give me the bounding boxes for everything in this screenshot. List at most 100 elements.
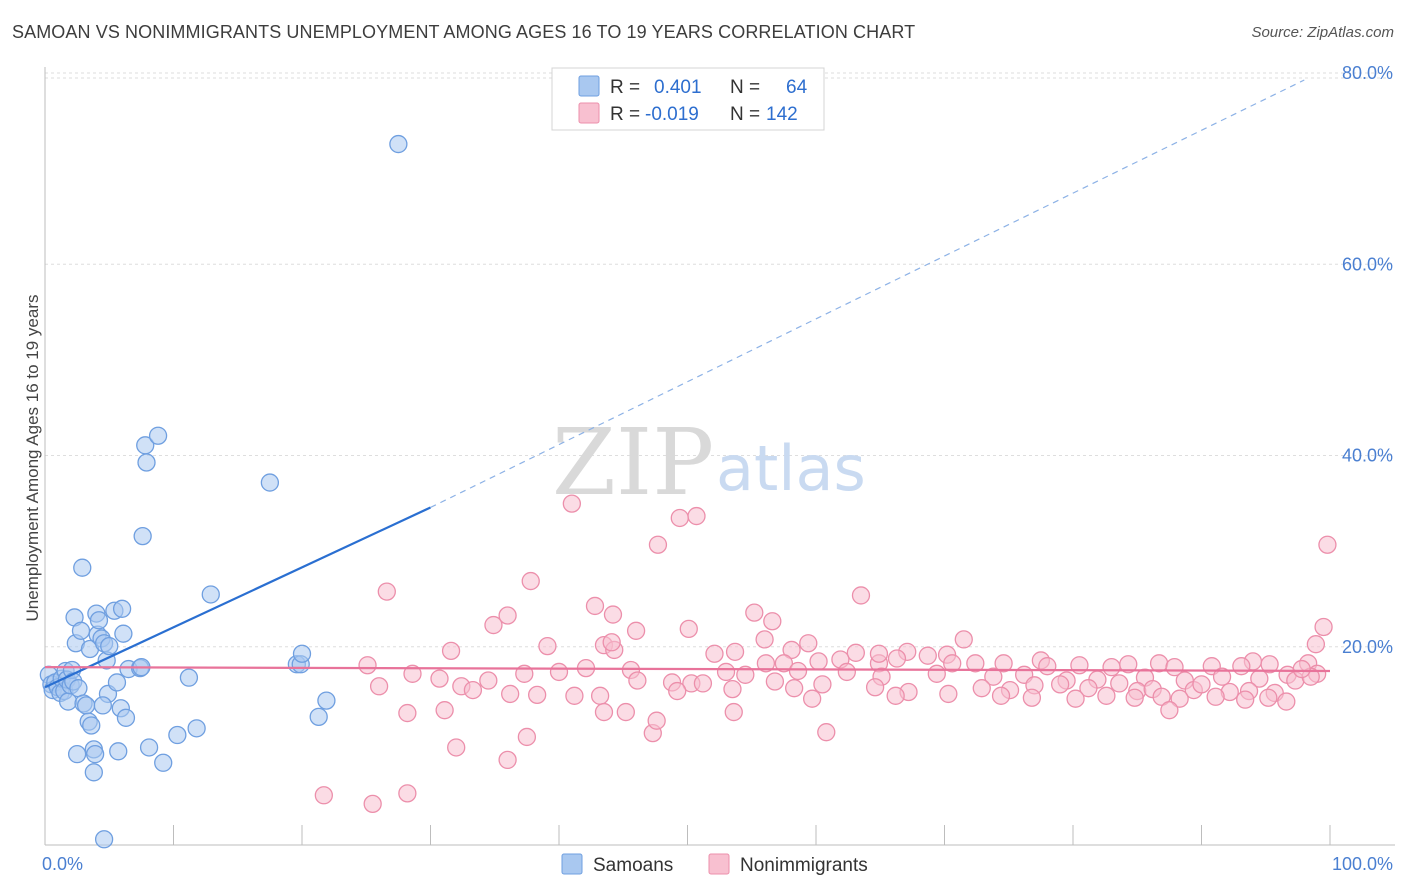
nonimmigrants-point xyxy=(528,685,547,705)
samoans-point xyxy=(317,691,336,710)
nonimmigrants-point xyxy=(1102,657,1121,677)
nonimmigrants-point xyxy=(723,679,742,699)
nonimmigrants-point xyxy=(809,652,828,671)
samoans-point xyxy=(137,453,156,472)
nonimmigrants-point xyxy=(1212,667,1232,686)
samoans-point xyxy=(112,599,132,618)
nonimmigrants-point xyxy=(538,636,557,656)
nonimmigrants-point xyxy=(562,494,581,513)
nonimmigrants-point xyxy=(972,679,991,698)
bottom-legend-swatch-samoans xyxy=(561,853,583,875)
y-tick-label: 20.0% xyxy=(1342,637,1393,657)
nonimmigrants-point xyxy=(918,646,937,665)
watermark: ZIP atlas xyxy=(552,409,866,516)
nonimmigrants-point xyxy=(755,630,774,649)
nonimmigrants-point xyxy=(966,654,985,673)
axes: 20.0% 40.0% 60.0% 80.0% 0.0% 100.0% xyxy=(42,63,1395,874)
nonimmigrants-point xyxy=(1236,690,1255,709)
y-tick-label: 60.0% xyxy=(1342,254,1393,274)
nonimmigrants-point xyxy=(430,669,449,688)
nonimmigrants-point xyxy=(1038,657,1057,676)
nonimmigrants-point xyxy=(994,654,1013,673)
samoans-point xyxy=(139,738,159,757)
nonimmigrants-point xyxy=(943,654,962,673)
nonimmigrants-point xyxy=(927,664,946,683)
nonimmigrants-point xyxy=(447,738,466,757)
x-tick-label: 100.0% xyxy=(1332,854,1393,874)
chart-title: SAMOAN VS NONIMMIGRANTS UNEMPLOYMENT AMO… xyxy=(12,22,916,42)
nonimmigrants-point xyxy=(705,644,724,663)
legend-n-value-samoans: 64 xyxy=(786,77,808,98)
nonimmigrants-point xyxy=(398,784,417,803)
nonimmigrants-points xyxy=(314,494,1337,814)
watermark-atlas: atlas xyxy=(716,432,866,505)
samoans-point xyxy=(133,526,152,546)
nonimmigrants-point xyxy=(1306,635,1326,654)
nonimmigrants-point xyxy=(887,649,907,668)
nonimmigrants-point xyxy=(398,703,417,723)
nonimmigrants-point xyxy=(846,643,865,662)
y-tick-label: 40.0% xyxy=(1342,446,1393,466)
nonimmigrants-point xyxy=(626,621,646,640)
trend-lines xyxy=(44,79,1331,689)
nonimmigrants-point xyxy=(602,633,621,652)
nonimmigrants-point xyxy=(687,506,706,526)
samoans-point xyxy=(168,725,187,745)
legend-r-label-nonimmigrants: R = xyxy=(610,104,640,125)
nonimmigrants-point xyxy=(498,606,517,625)
samoans-point xyxy=(187,719,206,738)
nonimmigrants-point xyxy=(647,711,666,730)
nonimmigrants-point xyxy=(314,786,333,805)
samoans-point xyxy=(71,621,91,640)
nonimmigrants-point xyxy=(799,634,818,653)
nonimmigrants-point xyxy=(1149,654,1169,673)
nonimmigrants-point xyxy=(1260,655,1279,674)
nonimmigrants-point xyxy=(501,684,520,704)
bottom-legend-label-samoans: Samoans xyxy=(593,855,673,876)
samoans-trend-extension xyxy=(430,79,1305,508)
nonimmigrants-point xyxy=(479,671,498,690)
nonimmigrants-point xyxy=(1206,687,1225,706)
samoans-point xyxy=(76,696,96,715)
nonimmigrants-point xyxy=(594,702,614,722)
nonimmigrants-point xyxy=(724,702,743,722)
nonimmigrants-point xyxy=(865,678,885,697)
nonimmigrants-point xyxy=(785,679,804,698)
samoans-trend-line xyxy=(44,506,431,689)
nonimmigrants-point xyxy=(1318,535,1337,554)
nonimmigrants-point xyxy=(484,615,503,635)
nonimmigrants-point xyxy=(886,686,905,705)
samoans-point xyxy=(116,708,136,727)
nonimmigrants-point xyxy=(1110,674,1129,693)
nonimmigrants-point xyxy=(1160,701,1179,720)
nonimmigrants-point xyxy=(1192,675,1211,694)
legend-r-value-nonimmigrants: -0.019 xyxy=(645,104,699,125)
bottom-legend-swatch-nonimmigrants xyxy=(708,853,730,875)
nonimmigrants-point xyxy=(679,619,698,639)
samoans-point xyxy=(179,668,199,687)
nonimmigrants-point xyxy=(628,671,647,690)
nonimmigrants-point xyxy=(745,603,764,622)
nonimmigrants-point xyxy=(693,674,713,693)
nonimmigrants-point xyxy=(1232,657,1251,676)
samoans-point xyxy=(67,745,87,764)
legend-swatch-samoans xyxy=(578,75,600,97)
samoans-point xyxy=(201,585,220,604)
samoans-point xyxy=(109,742,128,761)
nonimmigrants-point xyxy=(817,723,836,742)
nonimmigrants-point xyxy=(788,661,808,681)
nonimmigrants-point xyxy=(725,642,745,661)
nonimmigrants-point xyxy=(521,571,540,591)
samoans-points xyxy=(39,134,408,849)
samoans-point xyxy=(84,763,103,782)
legend-n-value-nonimmigrants: 142 xyxy=(766,104,798,125)
grid-lines xyxy=(45,72,1395,648)
series-legend: Samoans Nonimmigrants xyxy=(561,853,868,876)
nonimmigrants-point xyxy=(756,654,776,673)
nonimmigrants-point xyxy=(869,644,889,663)
nonimmigrants-point xyxy=(1170,689,1189,708)
nonimmigrants-point xyxy=(358,656,377,675)
x-tick-label: 0.0% xyxy=(42,854,83,874)
nonimmigrants-point xyxy=(1119,655,1138,674)
